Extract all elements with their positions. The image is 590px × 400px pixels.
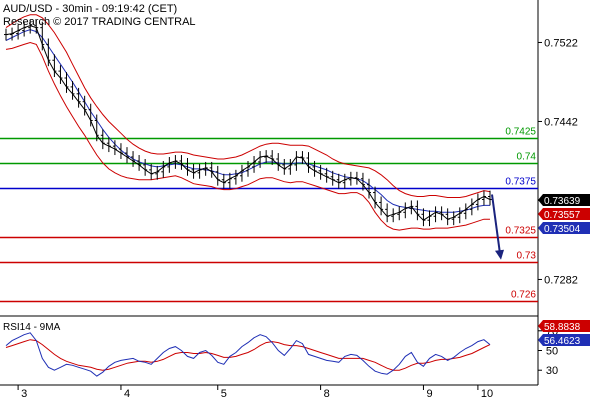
rsi-title: RSI14 - 9MA xyxy=(3,322,61,333)
price-tag-current-text: 0.73639 xyxy=(544,196,581,207)
x-axis: 3 4 5 8 9 10 xyxy=(17,385,493,400)
rsi-ma-line xyxy=(5,339,491,371)
price-tag-upper_band-text: 0.73557 xyxy=(544,210,581,221)
y-tick-label-0.7282: 0.7282 xyxy=(544,274,578,286)
x-tick-label-8: 8 xyxy=(324,388,330,400)
level-label-0.7325: 0.7325 xyxy=(505,226,536,237)
x-tick-label-3: 3 xyxy=(21,388,27,400)
bollinger-lower-line xyxy=(5,41,490,231)
rsi-tag-lower_band-text: 56.4623 xyxy=(544,336,581,347)
level-label-0.74: 0.74 xyxy=(517,152,537,163)
bollinger-upper-line xyxy=(5,14,491,198)
level-label-0.726: 0.726 xyxy=(511,290,536,301)
forecast-arrow-shaft xyxy=(491,194,501,254)
price-tag-lower_band-text: 0.73504 xyxy=(544,224,581,235)
panel-frames xyxy=(0,0,539,386)
level-label-0.7425: 0.7425 xyxy=(505,127,536,138)
rsi-tick-label-30: 30 xyxy=(546,365,558,377)
level-label-0.7375: 0.7375 xyxy=(505,177,536,188)
price-line xyxy=(5,25,491,221)
chart-subtitle: Research © 2017 TRADING CENTRAL xyxy=(3,16,196,28)
x-tick-label-5: 5 xyxy=(221,388,227,400)
price-tag-upper_band-bg xyxy=(538,208,590,220)
chart-title: AUD/USD - 30min - 09:19:42 (CET) xyxy=(3,3,177,15)
rsi-tick-label-50: 50 xyxy=(546,346,558,358)
forecast-arrow xyxy=(491,194,504,260)
price-tags: 0.73639 0.73557 0.73504 58.8838 56.4623 xyxy=(538,194,590,347)
y-tick-label-0.7522: 0.7522 xyxy=(544,37,578,49)
x-tick-label-4: 4 xyxy=(124,388,130,400)
x-tick-label-9: 9 xyxy=(426,388,432,400)
price-tag-current-bg xyxy=(538,194,590,206)
rsi-line xyxy=(5,332,491,377)
price-tag-lower_band-bg xyxy=(538,222,590,234)
rsi-tag-upper_band-bg xyxy=(538,320,590,332)
price-series xyxy=(4,19,492,227)
x-tick-label-10: 10 xyxy=(481,388,493,400)
forecast-arrow-head xyxy=(495,249,504,260)
rsi-tag-upper_band-text: 58.8838 xyxy=(544,322,581,333)
rsi-tag-lower_band-bg xyxy=(538,334,590,346)
level-label-0.73: 0.73 xyxy=(517,251,537,262)
y-tick-label-0.7442: 0.7442 xyxy=(544,116,578,128)
rsi-series xyxy=(5,332,491,377)
level-lines: 0.7425 0.74 0.7375 0.7325 0.73 0.726 xyxy=(0,127,538,303)
